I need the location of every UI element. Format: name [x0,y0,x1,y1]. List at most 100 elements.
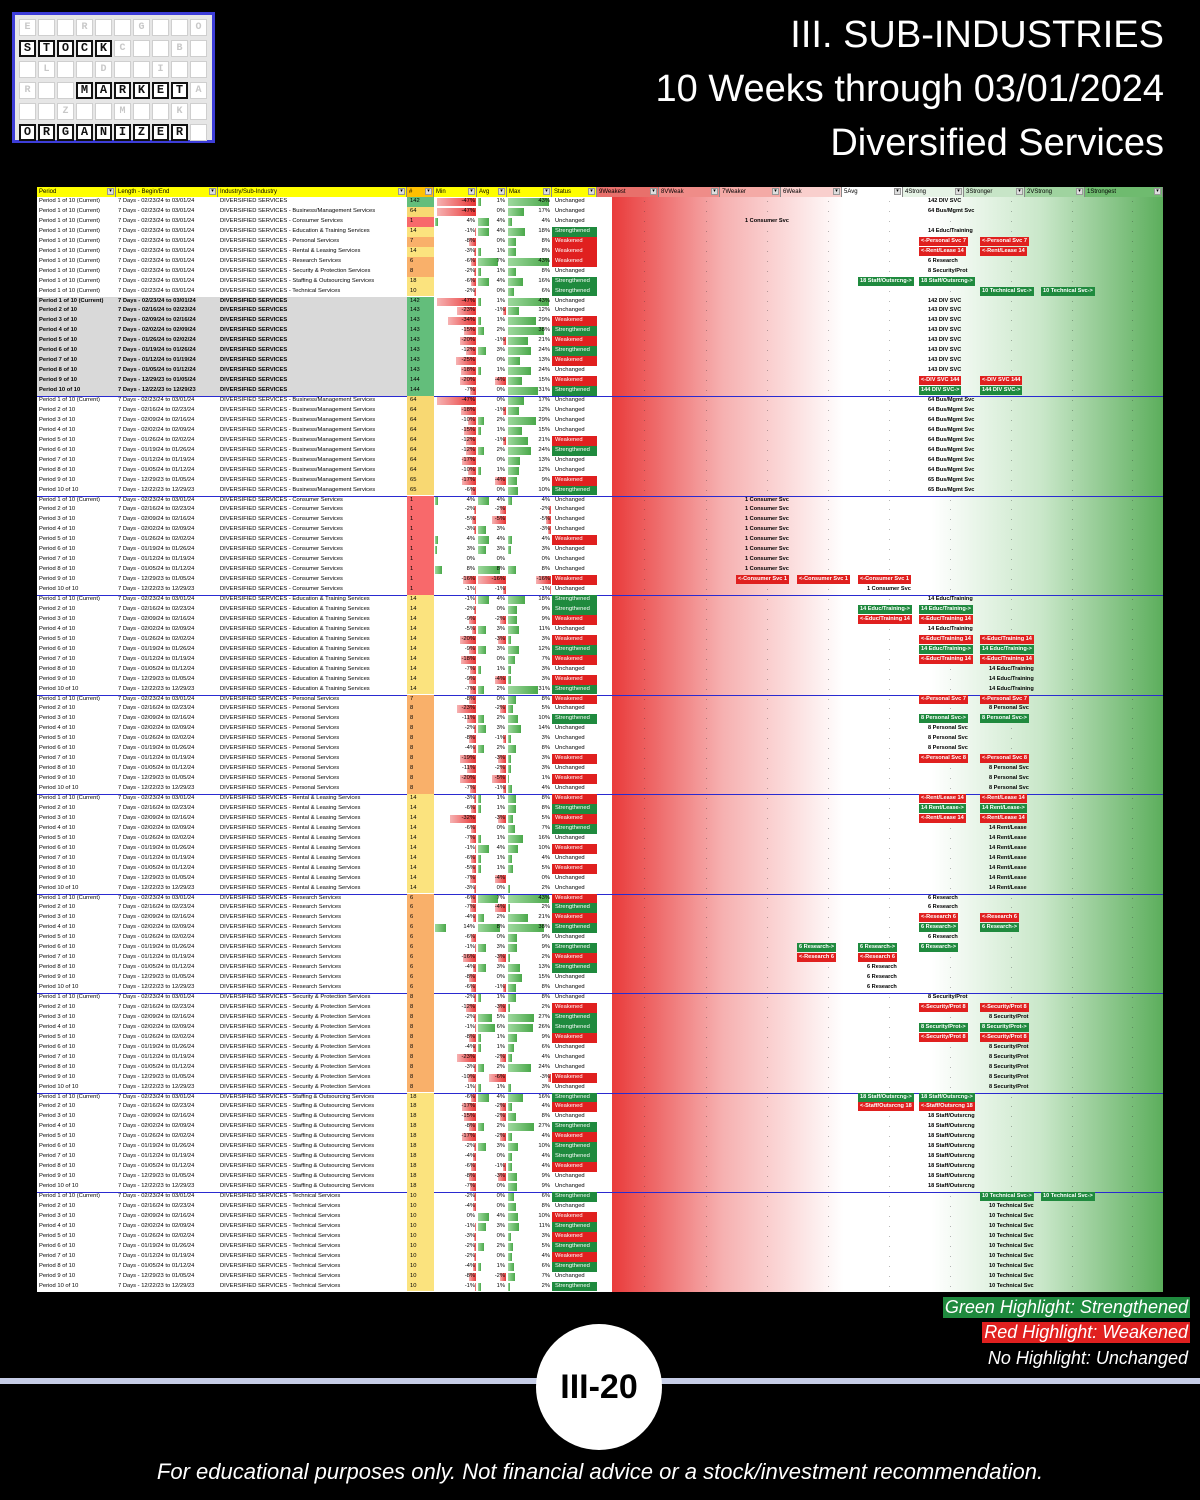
filter-dropdown-icon[interactable]: ▾ [425,188,432,195]
table-row[interactable]: Period 1 of 10 (Current) 7 Days - 02/23/2… [37,266,1163,277]
table-row[interactable]: Period 1 of 10 (Current) 7 Days - 02/23/2… [37,794,1163,804]
table-row[interactable]: Period 9 of 10 7 Days - 12/29/23 to 01/05… [37,575,1163,586]
table-row[interactable]: Period 2 of 10 7 Days - 02/16/24 to 02/23… [37,306,1163,317]
table-row[interactable]: Period 3 of 10 7 Days - 02/09/24 to 02/16… [37,415,1163,426]
table-row[interactable]: Period 2 of 10 7 Days - 02/16/24 to 02/23… [37,903,1163,914]
column-header-7weaker[interactable]: 7Weaker ▾ [720,187,781,197]
column-header-4strong[interactable]: 4Strong ▾ [903,187,964,197]
table-row[interactable]: Period 5 of 10 7 Days - 01/26/24 to 02/02… [37,1132,1163,1143]
table-row[interactable]: Period 6 of 10 7 Days - 01/19/24 to 01/26… [37,744,1163,755]
table-row[interactable]: Period 2 of 10 7 Days - 02/16/24 to 02/23… [37,704,1163,715]
table-row[interactable]: Period 1 of 10 (Current) 7 Days - 02/23/2… [37,595,1163,605]
table-row[interactable]: Period 10 of 10 7 Days - 12/22/23 to 12/2… [37,485,1163,496]
table-row[interactable]: Period 9 of 10 7 Days - 12/29/23 to 01/05… [37,973,1163,984]
table-row[interactable]: Period 9 of 10 7 Days - 12/29/23 to 01/05… [37,1172,1163,1183]
column-header-2vstrong[interactable]: 2VStrong ▾ [1025,187,1085,197]
filter-dropdown-icon[interactable]: ▾ [209,188,216,195]
table-row[interactable]: Period 10 of 10 7 Days - 12/22/23 to 12/2… [37,684,1163,695]
table-row[interactable]: Period 1 of 10 (Current) 7 Days - 02/23/2… [37,206,1163,217]
column-header-length-begin-end[interactable]: Length - Begin/End ▾ [116,187,218,197]
table-row[interactable]: Period 7 of 10 7 Days - 01/12/24 to 01/19… [37,1152,1163,1163]
table-row[interactable]: Period 10 of 10 7 Days - 12/22/23 to 12/2… [37,585,1163,595]
table-row[interactable]: Period 1 of 10 (Current) 7 Days - 02/23/2… [37,1092,1163,1103]
table-row[interactable]: Period 6 of 10 7 Days - 01/19/24 to 01/26… [37,1241,1163,1252]
table-row[interactable]: Period 5 of 10 7 Days - 01/26/24 to 02/02… [37,734,1163,745]
filter-dropdown-icon[interactable]: ▾ [955,188,962,195]
table-row[interactable]: Period 9 of 10 7 Days - 12/29/23 to 01/05… [37,1271,1163,1282]
table-row[interactable]: Period 2 of 10 7 Days - 02/16/24 to 02/23… [37,1201,1163,1212]
table-row[interactable]: Period 1 of 10 (Current) 7 Days - 02/23/2… [37,286,1163,297]
table-row[interactable]: Period 9 of 10 7 Days - 12/29/23 to 01/05… [37,873,1163,884]
table-row[interactable]: Period 5 of 10 7 Days - 01/26/24 to 02/02… [37,1032,1163,1043]
filter-dropdown-icon[interactable]: ▾ [833,188,840,195]
table-row[interactable]: Period 2 of 10 7 Days - 02/16/24 to 02/23… [37,505,1163,516]
table-row[interactable]: Period 8 of 10 7 Days - 01/05/24 to 01/12… [37,963,1163,974]
table-row[interactable]: Period 8 of 10 7 Days - 01/05/24 to 01/12… [37,664,1163,675]
table-row[interactable]: Period 10 of 10 7 Days - 12/22/23 to 12/2… [37,784,1163,794]
table-row[interactable]: Period 6 of 10 7 Days - 01/19/24 to 01/26… [37,445,1163,456]
table-row[interactable]: Period 5 of 10 7 Days - 01/26/24 to 02/02… [37,833,1163,844]
table-row[interactable]: Period 9 of 10 7 Days - 12/29/23 to 01/05… [37,475,1163,486]
table-row[interactable]: Period 6 of 10 7 Days - 01/19/24 to 01/26… [37,644,1163,655]
table-row[interactable]: Period 4 of 10 7 Days - 02/02/24 to 02/09… [37,525,1163,536]
table-row[interactable]: Period 7 of 10 7 Days - 01/12/24 to 01/19… [37,555,1163,566]
table-row[interactable]: Period 3 of 10 7 Days - 02/09/24 to 02/16… [37,1211,1163,1222]
table-row[interactable]: Period 4 of 10 7 Days - 02/02/24 to 02/09… [37,1122,1163,1133]
table-row[interactable]: Period 4 of 10 7 Days - 02/02/24 to 02/09… [37,624,1163,635]
filter-dropdown-icon[interactable]: ▾ [543,188,550,195]
filter-dropdown-icon[interactable]: ▾ [398,188,405,195]
filter-dropdown-icon[interactable]: ▾ [498,188,505,195]
table-row[interactable]: Period 6 of 10 7 Days - 01/19/24 to 01/26… [37,1142,1163,1153]
table-row[interactable]: Period 8 of 10 7 Days - 01/05/24 to 01/12… [37,1062,1163,1073]
table-row[interactable]: Period 4 of 10 7 Days - 02/02/24 to 02/09… [37,724,1163,735]
column-header-min[interactable]: Min ▾ [434,187,477,197]
table-row[interactable]: Period 4 of 10 7 Days - 02/02/24 to 02/09… [37,923,1163,934]
table-row[interactable]: Period 8 of 10 7 Days - 01/05/24 to 01/12… [37,1162,1163,1173]
table-row[interactable]: Period 3 of 10 7 Days - 02/09/24 to 02/16… [37,316,1163,327]
table-row[interactable]: Period 6 of 10 7 Days - 01/19/24 to 01/26… [37,1042,1163,1053]
table-row[interactable]: Period 5 of 10 7 Days - 01/26/24 to 02/02… [37,435,1163,446]
filter-dropdown-icon[interactable]: ▾ [894,188,901,195]
table-row[interactable]: Period 10 of 10 7 Days - 12/22/23 to 12/2… [37,1281,1163,1292]
table-row[interactable]: Period 1 of 10 (Current) 7 Days - 02/23/2… [37,276,1163,287]
table-row[interactable]: Period 1 of 10 (Current) 7 Days - 02/23/2… [37,694,1163,705]
filter-dropdown-icon[interactable]: ▾ [711,188,718,195]
table-row[interactable]: Period 6 of 10 7 Days - 01/19/24 to 01/26… [37,943,1163,954]
table-row[interactable]: Period 6 of 10 7 Days - 01/19/24 to 01/26… [37,346,1163,357]
table-row[interactable]: Period 8 of 10 7 Days - 01/05/24 to 01/12… [37,465,1163,476]
table-row[interactable]: Period 9 of 10 7 Days - 12/29/23 to 01/05… [37,674,1163,685]
table-row[interactable]: Period 2 of 10 7 Days - 02/16/24 to 02/23… [37,604,1163,615]
table-row[interactable]: Period 1 of 10 (Current) 7 Days - 02/23/2… [37,1192,1163,1202]
table-row[interactable]: Period 7 of 10 7 Days - 01/12/24 to 01/19… [37,853,1163,864]
column-header-9weakest[interactable]: 9Weakest ▾ [597,187,659,197]
table-row[interactable]: Period 6 of 10 7 Days - 01/19/24 to 01/26… [37,843,1163,854]
column-header-1strongest[interactable]: 1Strongest ▾ [1085,187,1163,197]
filter-dropdown-icon[interactable]: ▾ [772,188,779,195]
table-row[interactable]: Period 1 of 10 (Current) 7 Days - 02/23/2… [37,296,1163,307]
table-row[interactable]: Period 2 of 10 7 Days - 02/16/24 to 02/23… [37,1102,1163,1113]
table-row[interactable]: Period 1 of 10 (Current) 7 Days - 02/23/2… [37,236,1163,247]
table-row[interactable]: Period 3 of 10 7 Days - 02/09/24 to 02/16… [37,913,1163,924]
table-row[interactable]: Period 7 of 10 7 Days - 01/12/24 to 01/19… [37,754,1163,765]
table-row[interactable]: Period 1 of 10 (Current) 7 Days - 02/23/2… [37,226,1163,237]
table-row[interactable]: Period 8 of 10 7 Days - 01/05/24 to 01/12… [37,1261,1163,1272]
filter-dropdown-icon[interactable]: ▾ [1154,188,1161,195]
table-row[interactable]: Period 1 of 10 (Current) 7 Days - 02/23/2… [37,246,1163,257]
table-row[interactable]: Period 2 of 10 7 Days - 02/16/24 to 02/23… [37,803,1163,814]
table-row[interactable]: Period 10 of 10 7 Days - 12/22/23 to 12/2… [37,386,1163,396]
table-row[interactable]: Period 7 of 10 7 Days - 01/12/24 to 01/19… [37,455,1163,466]
table-row[interactable]: Period 10 of 10 7 Days - 12/22/23 to 12/2… [37,983,1163,993]
table-row[interactable]: Period 6 of 10 7 Days - 01/19/24 to 01/26… [37,545,1163,556]
table-row[interactable]: Period 3 of 10 7 Days - 02/09/24 to 02/16… [37,714,1163,725]
column-header-6weak[interactable]: 6Weak ▾ [781,187,842,197]
column-header-5avg[interactable]: 5Avg ▾ [842,187,903,197]
table-row[interactable]: Period 10 of 10 7 Days - 12/22/23 to 12/2… [37,1182,1163,1192]
table-row[interactable]: Period 4 of 10 7 Days - 02/02/24 to 02/09… [37,425,1163,436]
table-row[interactable]: Period 8 of 10 7 Days - 01/05/24 to 01/12… [37,863,1163,874]
table-row[interactable]: Period 1 of 10 (Current) 7 Days - 02/23/2… [37,396,1163,406]
table-row[interactable]: Period 4 of 10 7 Days - 02/02/24 to 02/09… [37,1221,1163,1232]
table-row[interactable]: Period 4 of 10 7 Days - 02/02/24 to 02/09… [37,326,1163,337]
table-row[interactable]: Period 1 of 10 (Current) 7 Days - 02/23/2… [37,495,1163,506]
table-row[interactable]: Period 7 of 10 7 Days - 01/12/24 to 01/19… [37,356,1163,367]
table-row[interactable]: Period 3 of 10 7 Days - 02/09/24 to 02/16… [37,515,1163,526]
